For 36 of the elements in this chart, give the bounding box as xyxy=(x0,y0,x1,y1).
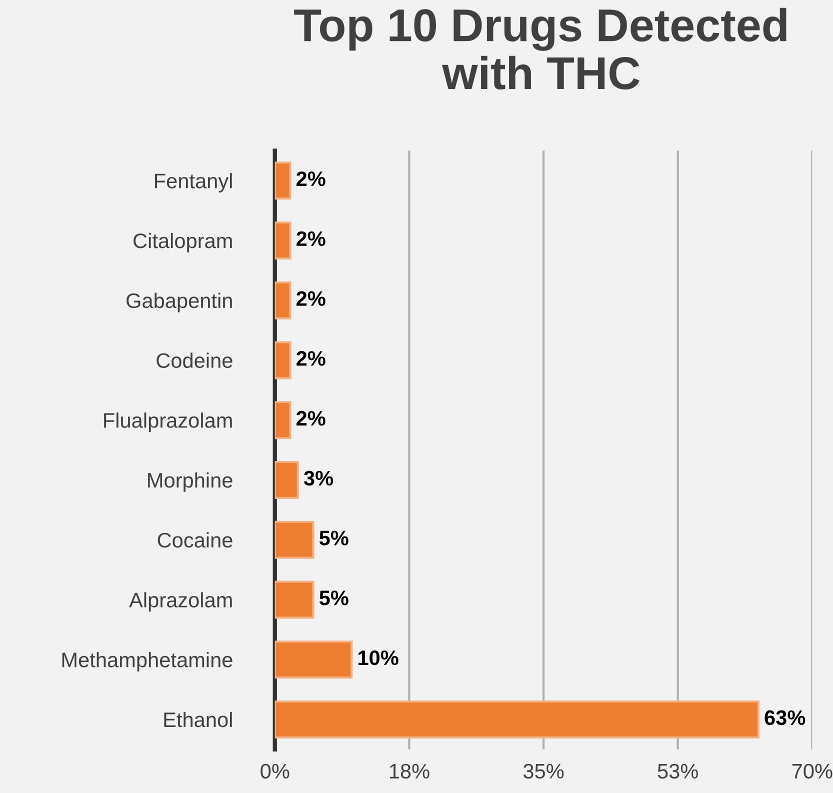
data-label: 2% xyxy=(296,291,326,306)
bar xyxy=(274,341,292,380)
bar xyxy=(274,640,353,679)
y-tick-label: Cocaine xyxy=(158,532,232,548)
y-tick-label: Ethanol xyxy=(164,712,232,728)
y-tick-label: Morphine xyxy=(148,472,232,492)
data-label: 5% xyxy=(319,590,348,606)
y-tick-label: Gabapentin xyxy=(126,292,232,312)
y-tick-label: Citalopram xyxy=(134,232,232,252)
y-tick-label: Codeine xyxy=(156,352,232,368)
data-label: 2% xyxy=(296,231,326,246)
y-tick-label: Flualprazolam xyxy=(104,412,232,432)
data-label: 2% xyxy=(296,410,326,426)
data-label: 3% xyxy=(304,470,334,486)
x-tick-label: 35% xyxy=(523,764,564,779)
bar xyxy=(274,520,314,559)
x-tick-label: 18% xyxy=(390,764,430,779)
bar xyxy=(274,221,292,260)
x-tick-label: 53% xyxy=(658,764,698,779)
y-tick-label: Methamphetamine xyxy=(62,652,232,672)
x-tick-label: 70% xyxy=(792,764,832,779)
bar xyxy=(274,281,292,320)
bar xyxy=(274,580,314,619)
data-label: 2% xyxy=(296,351,326,366)
data-label: 5% xyxy=(319,530,348,546)
y-tick-label: Alprazolam xyxy=(129,592,232,612)
bar xyxy=(274,401,292,440)
bar xyxy=(274,700,760,738)
x-tick-label: 0% xyxy=(260,764,290,779)
chart-title: Top 10 Drugs Detected with THC xyxy=(294,8,786,90)
data-label: 10% xyxy=(358,650,398,666)
bar xyxy=(274,162,292,200)
bar xyxy=(274,460,299,499)
y-tick-label: Fentanyl xyxy=(155,173,232,192)
data-label: 2% xyxy=(296,171,326,186)
data-label: 63% xyxy=(764,710,806,726)
